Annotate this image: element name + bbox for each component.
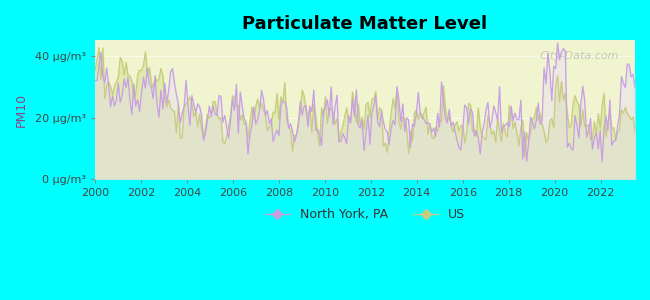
Legend: North York, PA, US: North York, PA, US (260, 203, 470, 226)
Title: Particulate Matter Level: Particulate Matter Level (242, 15, 488, 33)
Text: City-Data.com: City-Data.com (540, 51, 619, 61)
Y-axis label: PM10: PM10 (15, 93, 28, 127)
